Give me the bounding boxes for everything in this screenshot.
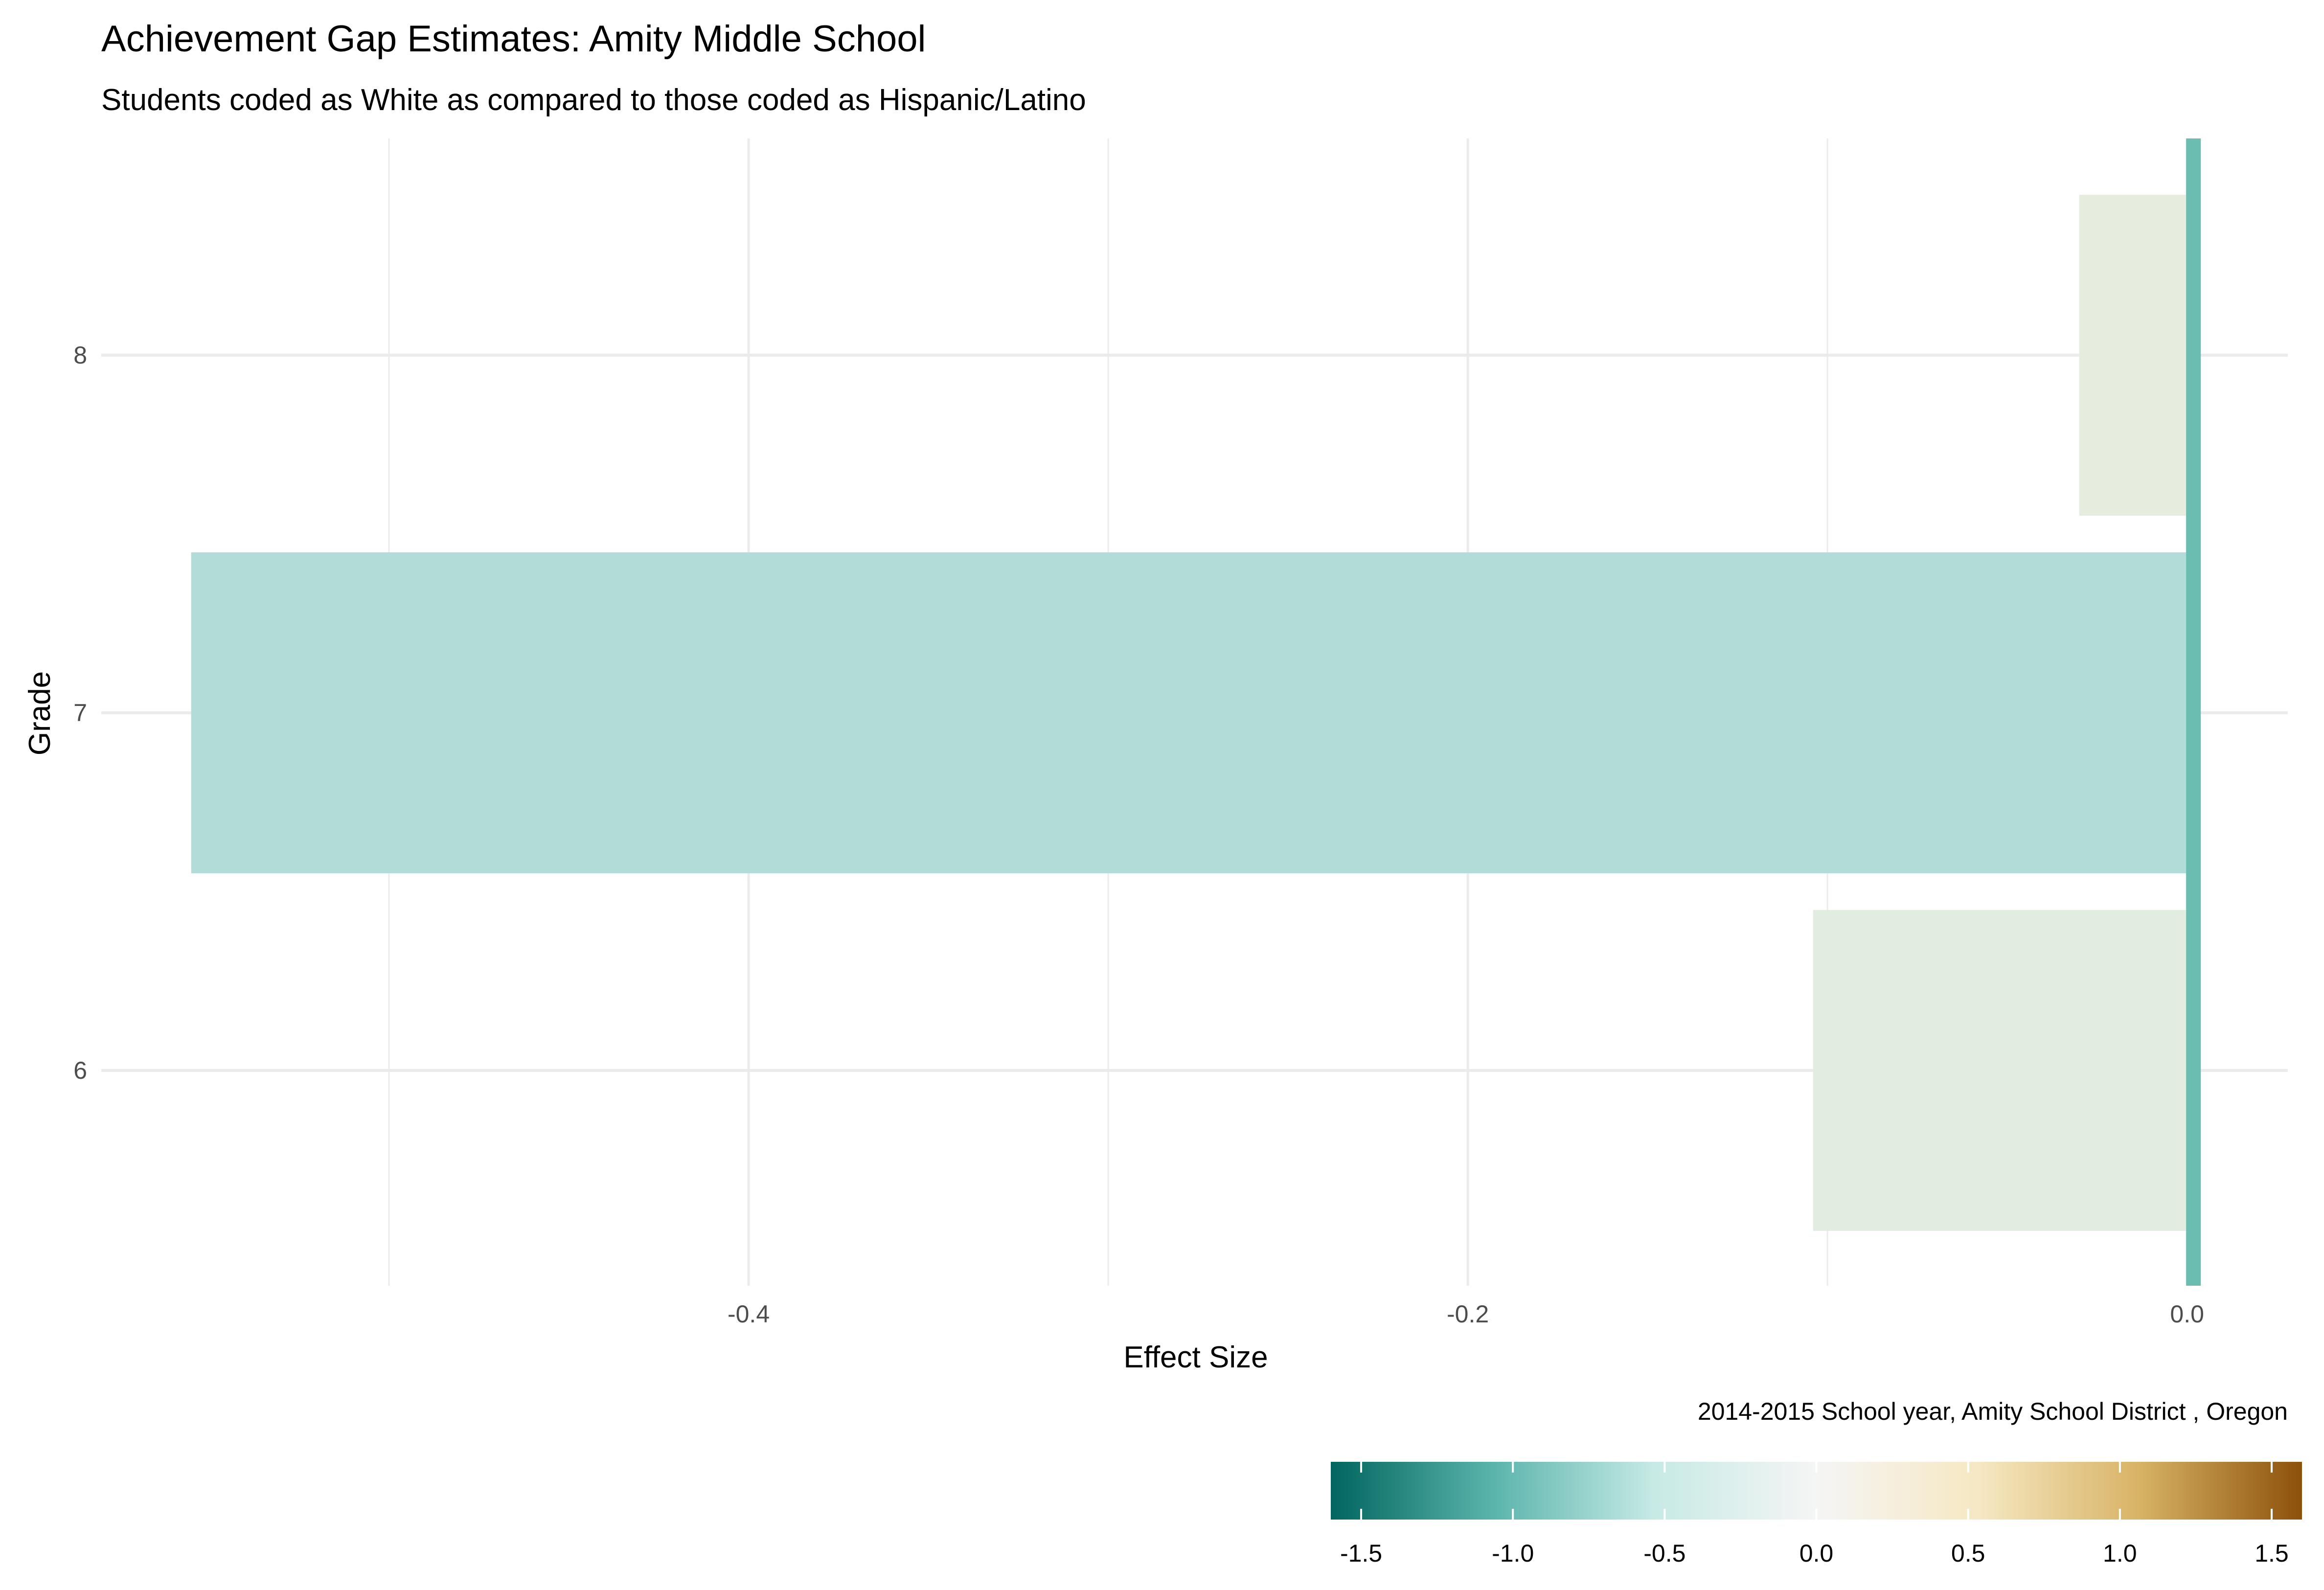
y-axis-ticks: 6 7 8 — [73, 341, 87, 1084]
colorbar-tick-label: 0.5 — [1951, 1540, 1985, 1567]
y-tick-label: 7 — [73, 699, 87, 727]
y-tick-label: 8 — [73, 341, 87, 369]
x-tick-label: 0.0 — [2170, 1300, 2204, 1328]
x-axis-ticks: -0.4 -0.2 0.0 — [728, 1300, 2204, 1328]
x-tick-label: -0.2 — [1447, 1300, 1489, 1328]
bar-grade-8 — [2079, 195, 2187, 516]
colorbar-tick-label: -1.5 — [1340, 1540, 1382, 1567]
zero-line — [2186, 138, 2201, 1286]
chart-title: Achievement Gap Estimates: Amity Middle … — [101, 18, 926, 60]
colorbar-tick-label: 1.5 — [2255, 1540, 2289, 1567]
y-axis-title: Grade — [23, 671, 57, 755]
colorbar-tick-label: 1.0 — [2103, 1540, 2137, 1567]
bars — [191, 195, 2187, 1231]
x-axis-title: Effect Size — [1123, 1340, 1268, 1374]
colorbar-tick-label: -0.5 — [1643, 1540, 1686, 1567]
x-tick-label: -0.4 — [728, 1300, 770, 1328]
caption: 2014-2015 School year, Amity School Dist… — [1698, 1398, 2288, 1425]
colorbar-legend: -1.5 -1.0 -0.5 0.0 0.5 1.0 1.5 — [1331, 1462, 2302, 1567]
colorbar-tick-label: -1.0 — [1492, 1540, 1534, 1567]
y-tick-label: 6 — [73, 1057, 87, 1084]
chart-subtitle: Students coded as White as compared to t… — [101, 83, 1086, 117]
bar-grade-6 — [1813, 910, 2187, 1231]
bar-grade-7 — [191, 552, 2187, 873]
colorbar-tick-label: 0.0 — [1800, 1540, 1834, 1567]
colorbar-ticks: -1.5 -1.0 -0.5 0.0 0.5 1.0 1.5 — [1340, 1462, 2289, 1567]
